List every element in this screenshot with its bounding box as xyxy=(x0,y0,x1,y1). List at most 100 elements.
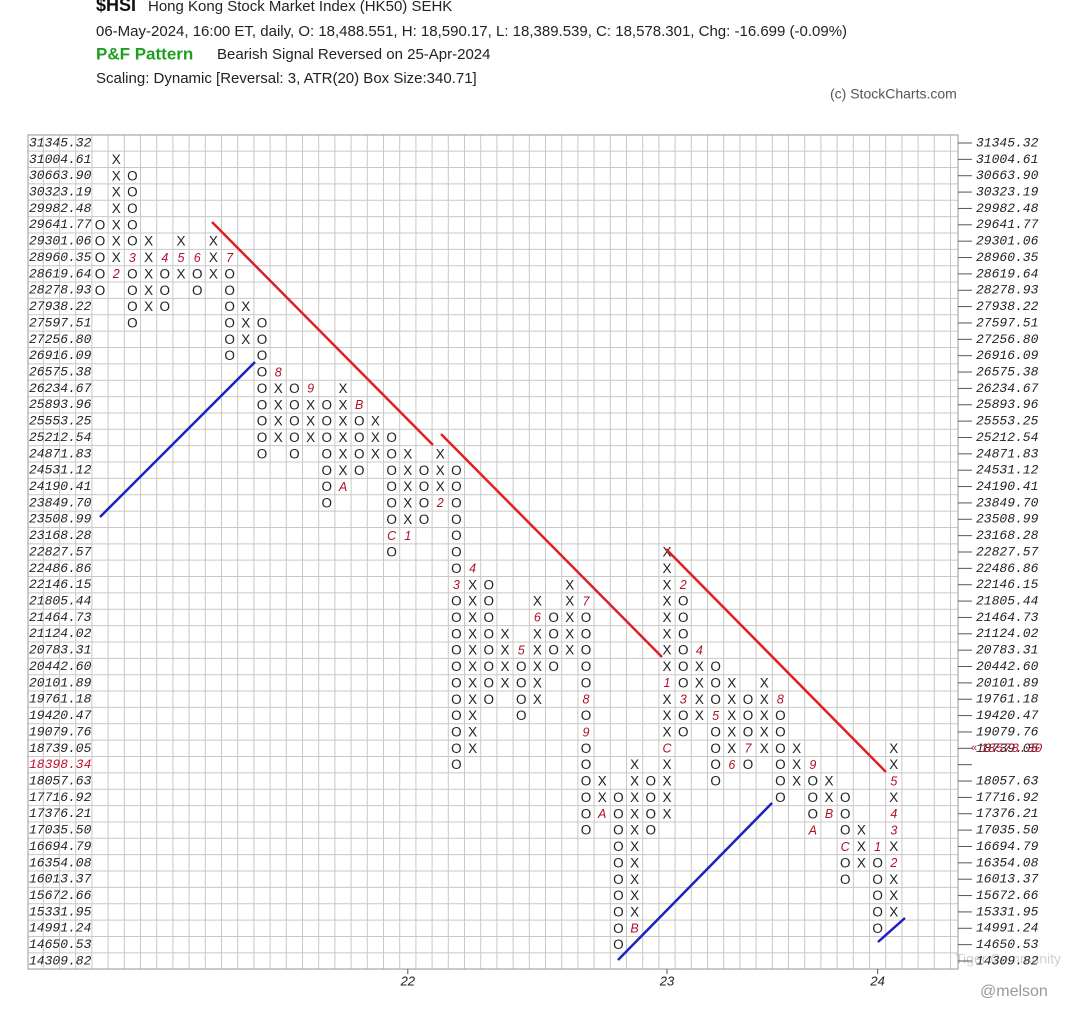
o-box: O xyxy=(613,937,624,952)
y-tick-label: 17035.50 xyxy=(29,823,92,838)
y-tick-label: 27256.80 xyxy=(29,332,92,347)
y-tick-label: 22486.86 xyxy=(976,561,1039,576)
x-box: X xyxy=(889,741,898,756)
o-box: O xyxy=(678,675,689,690)
o-box: O xyxy=(808,790,819,805)
o-box: O xyxy=(289,381,300,396)
o-box: O xyxy=(322,430,333,445)
x-box: X xyxy=(695,708,704,723)
y-tick-label: 26575.38 xyxy=(976,364,1039,379)
x-box: X xyxy=(727,675,736,690)
y-tick-label: 14309.82 xyxy=(976,953,1039,968)
o-box: O xyxy=(386,430,397,445)
y-tick-label: 28278.93 xyxy=(29,283,92,298)
x-box: X xyxy=(857,823,866,838)
o-box: O xyxy=(386,512,397,527)
month-marker: 8 xyxy=(583,693,590,707)
y-tick-label: 24531.12 xyxy=(29,463,92,478)
x-box: X xyxy=(403,446,412,461)
y-tick-label: 26916.09 xyxy=(976,348,1039,363)
x-box: X xyxy=(306,414,315,429)
o-box: O xyxy=(224,348,235,363)
o-box: O xyxy=(354,446,365,461)
current-price: 18578.30 xyxy=(980,741,1043,756)
month-marker: 6 xyxy=(534,611,541,625)
o-box: O xyxy=(451,708,462,723)
o-box: O xyxy=(127,316,138,331)
o-box: O xyxy=(581,823,592,838)
x-box: X xyxy=(889,904,898,919)
y-tick-label: 17716.92 xyxy=(29,790,92,805)
y-tick-label: 30323.19 xyxy=(976,185,1039,200)
o-box: O xyxy=(872,904,883,919)
x-tick-label: 24 xyxy=(869,973,884,988)
month-marker: A xyxy=(808,823,817,837)
y-tick-label: 29301.06 xyxy=(976,234,1039,249)
resistance-line xyxy=(440,433,663,658)
x-box: X xyxy=(403,463,412,478)
o-box: O xyxy=(613,806,624,821)
o-box: O xyxy=(451,512,462,527)
x-box: X xyxy=(468,741,477,756)
o-box: O xyxy=(289,414,300,429)
o-box: O xyxy=(322,397,333,412)
month-marker: 1 xyxy=(664,676,671,690)
o-box: O xyxy=(872,855,883,870)
y-tick-label: 15331.95 xyxy=(976,904,1039,919)
y-tick-label: 26575.38 xyxy=(29,364,92,379)
y-tick-label: 28619.64 xyxy=(29,266,92,281)
o-box: O xyxy=(613,872,624,887)
o-box: O xyxy=(646,823,657,838)
y-tick-label: 19761.18 xyxy=(29,692,92,707)
o-box: O xyxy=(451,594,462,609)
o-box: O xyxy=(322,479,333,494)
o-box: O xyxy=(127,266,138,281)
x-box: X xyxy=(630,855,639,870)
y-tick-label: 14991.24 xyxy=(29,921,92,936)
month-marker: 3 xyxy=(890,823,897,837)
x-box: X xyxy=(274,414,283,429)
o-box: O xyxy=(581,757,592,772)
x-box: X xyxy=(274,430,283,445)
x-box: X xyxy=(112,234,121,249)
o-box: O xyxy=(840,823,851,838)
y-tick-label: 27597.51 xyxy=(29,315,91,330)
o-box: O xyxy=(419,495,430,510)
x-box: X xyxy=(662,561,671,576)
x-box: X xyxy=(468,659,477,674)
y-tick-label: 26916.09 xyxy=(29,348,92,363)
x-box: X xyxy=(630,806,639,821)
y-tick-label: 31345.32 xyxy=(976,135,1039,150)
y-tick-label: 18739.05 xyxy=(976,741,1039,756)
x-box: X xyxy=(857,855,866,870)
y-tick-label: 31004.61 xyxy=(29,152,91,167)
y-tick-label: 24190.41 xyxy=(29,479,91,494)
x-box: X xyxy=(371,446,380,461)
x-box: X xyxy=(306,430,315,445)
o-box: O xyxy=(451,725,462,740)
y-tick-label: 21464.73 xyxy=(976,610,1039,625)
o-box: O xyxy=(678,725,689,740)
o-box: O xyxy=(95,250,106,265)
x-box: X xyxy=(565,643,574,658)
o-box: O xyxy=(775,725,786,740)
o-box: O xyxy=(257,365,268,380)
x-box: X xyxy=(533,675,542,690)
y-tick-label: 18057.63 xyxy=(29,773,92,788)
o-box: O xyxy=(419,479,430,494)
o-box: O xyxy=(775,741,786,756)
x-box: X xyxy=(338,463,347,478)
x-box: X xyxy=(338,381,347,396)
x-box: X xyxy=(468,643,477,658)
o-box: O xyxy=(484,577,495,592)
y-tick-label: 27597.51 xyxy=(976,315,1038,330)
o-box: O xyxy=(451,561,462,576)
support-line xyxy=(877,917,906,943)
y-tick-label: 14650.53 xyxy=(29,937,92,952)
o-box: O xyxy=(451,741,462,756)
o-box: O xyxy=(710,774,721,789)
month-marker: 2 xyxy=(679,578,687,592)
o-box: O xyxy=(581,675,592,690)
pattern-text: Bearish Signal Reversed on 25-Apr-2024 xyxy=(217,46,491,63)
